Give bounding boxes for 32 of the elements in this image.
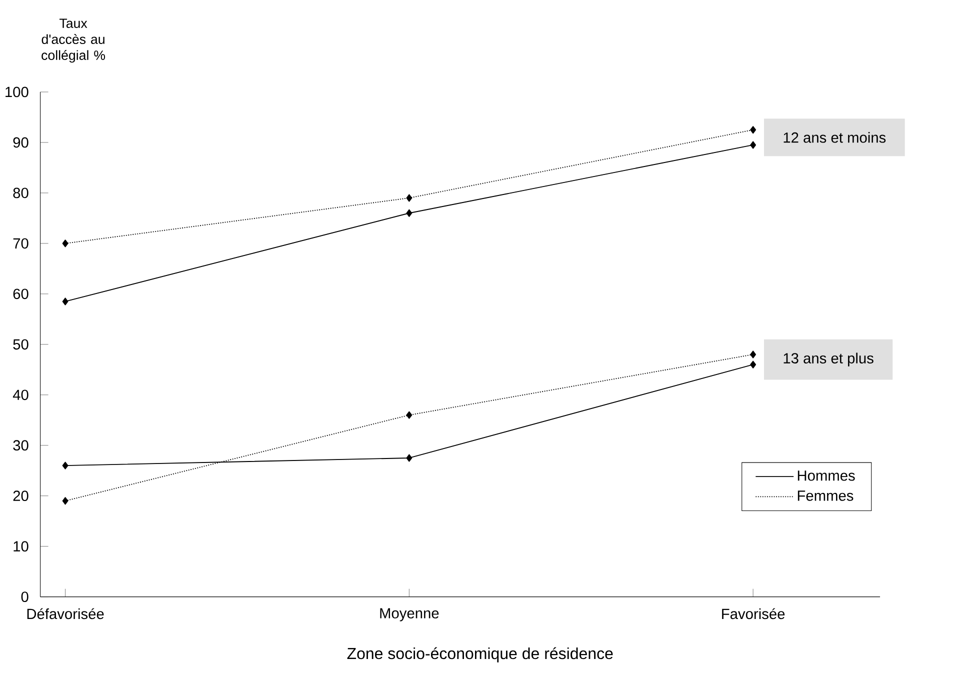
legend-label: Hommes [798, 470, 855, 481]
y-axis-title: Taux d'accès au collégial % [42, 18, 106, 63]
point [62, 462, 68, 470]
y-tick-label: 0 [21, 592, 28, 602]
y-tick-label: 60 [13, 288, 28, 300]
point [406, 209, 412, 218]
x-tick-label: Moyenne [380, 608, 439, 622]
y-tick-label: 10 [14, 541, 28, 552]
point [750, 360, 756, 368]
y-tick-label: 70 [13, 238, 28, 249]
annotation: 12 ans et moins [784, 132, 886, 143]
y-tick-label: 20 [13, 490, 28, 502]
point [62, 497, 68, 505]
y-tick-label: 80 [13, 188, 28, 198]
x-tick-label: Favorisée [722, 608, 785, 620]
point [750, 126, 756, 134]
y-tick-label: 100 [6, 86, 28, 98]
x-axis-title: Zone socio-économique de résidence [347, 647, 613, 662]
y-tick-label: 40 [12, 390, 28, 400]
point [406, 194, 412, 202]
annotation: 13 ans et plus [784, 352, 874, 366]
point [406, 411, 412, 419]
y-tick-label: 50 [13, 339, 28, 350]
y-tick-label: 90 [13, 137, 28, 148]
point [750, 141, 756, 149]
x-tick-label: Défavorisée [27, 608, 104, 620]
y-tick-label: 30 [13, 440, 28, 451]
point [62, 298, 68, 306]
point [750, 350, 756, 358]
point [62, 240, 68, 248]
point [406, 454, 412, 462]
legend-label: Femmes [798, 490, 854, 501]
